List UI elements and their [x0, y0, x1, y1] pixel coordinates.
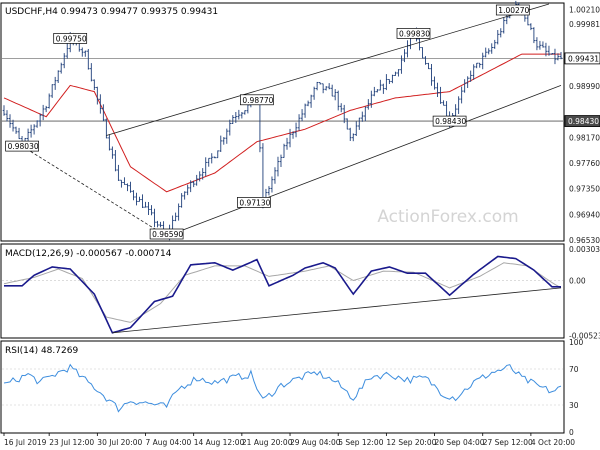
rsi-tick-label: 30 [569, 401, 579, 410]
price-annotation-label: 0.98430 [435, 117, 466, 126]
price-annotation-label: 0.99830 [399, 29, 430, 38]
time-tick-label: 21 Aug 20:00 [242, 438, 293, 447]
price-tick-label: 0.97760 [569, 159, 600, 168]
price-annotation-label: 0.96590 [152, 230, 183, 239]
rsi-panel-frame [0, 340, 565, 434]
time-tick-label: 27 Sep 12:00 [483, 438, 533, 447]
watermark: ActionForex.com [377, 207, 518, 227]
price-panel-frame [0, 2, 565, 242]
rsi-line [3, 363, 562, 413]
channel-lower-line [166, 85, 562, 237]
time-tick-label: 5 Sep 12:00 [338, 438, 384, 447]
rsi-tick-label: 0 [569, 428, 574, 437]
rsi-header: RSI(14) 48.7269 [5, 346, 78, 356]
macd-tick-label: 0.00 [569, 277, 586, 286]
price-annotation-label: 0.98770 [242, 96, 273, 105]
price-tick-label: 0.96530 [569, 236, 600, 245]
price-annotation-label: 1.00270 [498, 6, 529, 15]
price-tick-label: 1.00210 [569, 6, 600, 15]
price-annotation-box [495, 4, 530, 16]
price-grid [2, 57, 563, 122]
moving-average-line [3, 53, 561, 193]
time-tick-label: 14 Aug 12:00 [194, 438, 245, 447]
price-tag-label: 0.98430 [568, 117, 599, 126]
price-tick-label: 0.99981 [569, 20, 600, 29]
macd-main-line [4, 255, 561, 334]
price-axis: 1.00210 0.99981 0.98990 0.98170 0.97760 0.973… [564, 6, 600, 245]
price-annotation-label: 0.99750 [56, 34, 87, 43]
price-annotation-label: 0.98030 [8, 142, 39, 151]
price-annotation-box [432, 115, 467, 127]
time-tick-label: 20 Sep 04:00 [435, 438, 485, 447]
macd-lines [2, 255, 563, 334]
time-tick-label: 16 Jul 2019 [4, 438, 47, 447]
time-tick-label: 30 Jul 20:00 [97, 438, 142, 447]
channel-upper-line [106, 3, 550, 136]
price-annotation-box [240, 94, 274, 106]
time-tick-label: 7 Aug 04:00 [146, 438, 192, 447]
rsi-tick-label: 70 [569, 365, 579, 374]
price-tick-label: 0.98990 [569, 82, 600, 91]
rsi-line [2, 363, 563, 413]
macd-trendline [112, 287, 562, 334]
price-annotation-label: 0.97130 [239, 198, 270, 207]
price-annotation-box [5, 140, 39, 152]
price-header: USDCHF,H4 0.99473 0.99477 0.99375 0.9943… [5, 7, 218, 17]
price-tag-label: 0.99431 [568, 54, 599, 63]
price-tag-box [564, 115, 600, 127]
moving-average [3, 53, 561, 193]
price-annotation-box [396, 28, 431, 39]
time-tick-label: 23 Jul 12:00 [49, 438, 94, 447]
macd-axis: 0.00303 0.00 -0.005236 [569, 245, 600, 340]
macd-tick-label: 0.00303 [569, 245, 600, 254]
macd-header: MACD(12,26,9) -0.000567 -0.000714 [5, 249, 172, 259]
rsi-axis: 100 70 30 0 [569, 338, 584, 437]
price-annotation-box [149, 228, 184, 240]
time-tick-label: 4 Oct 20:00 [531, 438, 575, 447]
price-tag-box [564, 52, 600, 65]
dashed-trendline [21, 145, 167, 237]
time-axis: 16 Jul 2019 23 Jul 12:00 30 Jul 20:00 7 Aug… [3, 433, 575, 447]
macd-tick-label: -0.005236 [569, 331, 600, 340]
rsi-tick-label: 100 [569, 338, 584, 347]
price-tick-label: 0.97350 [569, 185, 600, 194]
time-tick-label: 12 Sep 20:00 [386, 438, 436, 447]
macd-signal-line [3, 262, 562, 323]
time-tick-label: 29 Aug 04:00 [290, 438, 341, 447]
price-annotation-box [53, 33, 88, 44]
price-annotations: 0.98030 0.99750 0.96590 0.97130 0.98770 0.998… [5, 4, 530, 240]
price-tick-label: 0.96940 [569, 210, 600, 219]
trend-channel [21, 3, 562, 237]
macd-panel-frame [0, 243, 565, 339]
price-annotation-box [237, 197, 271, 208]
price-tick-label: 0.98170 [569, 133, 600, 142]
